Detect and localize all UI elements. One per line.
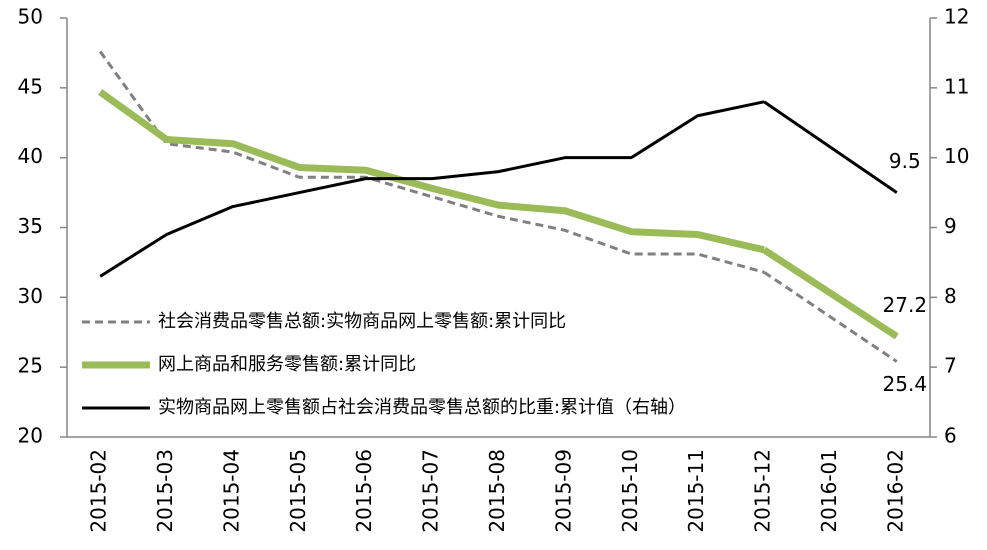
legend-label: 实物商品网上零售额占社会消费品零售总额的比重:累计值（右轴） xyxy=(158,397,686,418)
x-tick-label: 2015-08 xyxy=(485,449,509,533)
x-tick-label: 2015-07 xyxy=(419,449,443,533)
y-tick-label: 40 xyxy=(18,144,43,168)
y-tick-label: 20 xyxy=(18,424,43,448)
x-tick-label: 2016-02 xyxy=(883,449,907,533)
x-tick-label: 2015-04 xyxy=(219,449,243,533)
y2-tick-label: 8 xyxy=(944,284,957,308)
y2-tick-label: 9 xyxy=(944,214,957,238)
x-tick-label: 2015-11 xyxy=(684,449,708,533)
gap-connector xyxy=(763,100,898,194)
data-label: 9.5 xyxy=(889,149,921,173)
x-tick-label: 2016-01 xyxy=(817,449,841,533)
y-tick-label: 25 xyxy=(18,354,43,378)
y2-tick-label: 11 xyxy=(944,74,969,98)
gap-connector xyxy=(763,270,898,363)
y2-tick-label: 10 xyxy=(944,144,969,168)
y-tick-label: 50 xyxy=(18,5,43,29)
legend-label: 网上商品和服务零售额:累计同比 xyxy=(158,354,416,375)
series-line xyxy=(99,100,765,278)
y2-tick-label: 6 xyxy=(944,424,957,448)
x-tick-label: 2015-09 xyxy=(551,449,575,533)
x-tick-label: 2015-03 xyxy=(153,449,177,533)
x-tick-label: 2015-12 xyxy=(751,449,775,533)
y-tick-label: 45 xyxy=(18,74,43,98)
series-line xyxy=(98,89,765,254)
x-tick-label: 2015-05 xyxy=(286,449,310,533)
series-line xyxy=(98,50,765,274)
data-label: 25.4 xyxy=(883,372,928,396)
x-tick-label: 2015-02 xyxy=(87,449,111,533)
x-tick-label: 2015-10 xyxy=(618,449,642,533)
x-tick-label: 2015-06 xyxy=(352,449,376,533)
gap-connector xyxy=(762,246,899,340)
y2-tick-label: 12 xyxy=(944,5,969,29)
y2-tick-label: 7 xyxy=(944,354,957,378)
legend-label: 社会消费品零售总额:实物商品网上零售额:累计同比 xyxy=(158,311,566,332)
y-tick-label: 30 xyxy=(18,284,43,308)
data-label: 27.2 xyxy=(883,293,928,317)
y-tick-label: 35 xyxy=(18,214,43,238)
